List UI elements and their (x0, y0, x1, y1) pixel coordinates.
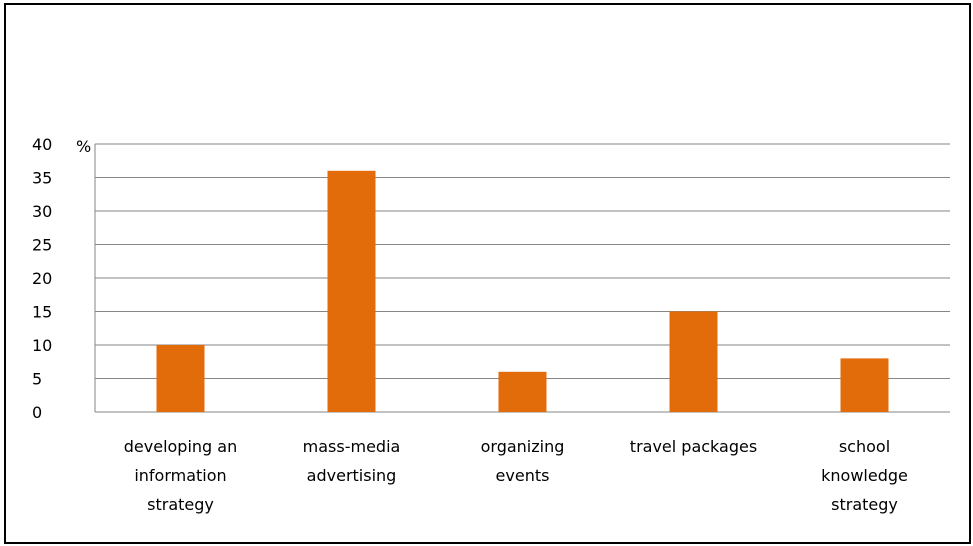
y-tick-label-5: 5 (32, 370, 42, 389)
x-category-label-1: developing an information strategy (124, 437, 237, 514)
y-tick-label-40: 40 (32, 135, 52, 154)
y-unit-label: % (76, 137, 91, 156)
x-category-label-line: strategy (147, 495, 214, 514)
x-category-label-line: organizing (481, 437, 565, 456)
y-tick-label-25: 25 (32, 236, 52, 255)
y-tick-label-20: 20 (32, 269, 52, 288)
x-category-label-line: information (134, 466, 226, 485)
x-category-label-line: advertising (307, 466, 397, 485)
x-category-label-4: travel packages (630, 437, 757, 456)
bar-1 (156, 345, 205, 412)
chart-frame: 0 5 10 15 20 25 30 35 40% developing an informatio… (4, 3, 971, 544)
x-category-label-line: mass-media (303, 437, 401, 456)
x-category-label-3: organizing events (481, 437, 565, 485)
x-category-label-line: developing an (124, 437, 237, 456)
x-category-label-line: travel packages (630, 437, 757, 456)
x-category-label-line: events (496, 466, 550, 485)
x-category-label-line: knowledge (821, 466, 908, 485)
y-tick-label-10: 10 (32, 336, 52, 355)
y-tick-label-0: 0 (32, 403, 42, 422)
bar-3 (498, 371, 547, 412)
x-category-label-2: mass-media advertising (303, 437, 401, 485)
bar-4 (669, 311, 718, 412)
y-tick-label-15: 15 (32, 303, 52, 322)
bar-5 (840, 358, 889, 412)
bar-2 (327, 170, 376, 412)
x-category-label-line: school (839, 437, 890, 456)
x-category-label-line: strategy (831, 495, 898, 514)
bar-chart: 0 5 10 15 20 25 30 35 40 % developing an informatio… (32, 135, 950, 514)
y-tick-label-35: 35 (32, 169, 52, 188)
x-category-label-5: school knowledge strategy (821, 437, 908, 514)
y-tick-label-30: 30 (32, 202, 52, 221)
